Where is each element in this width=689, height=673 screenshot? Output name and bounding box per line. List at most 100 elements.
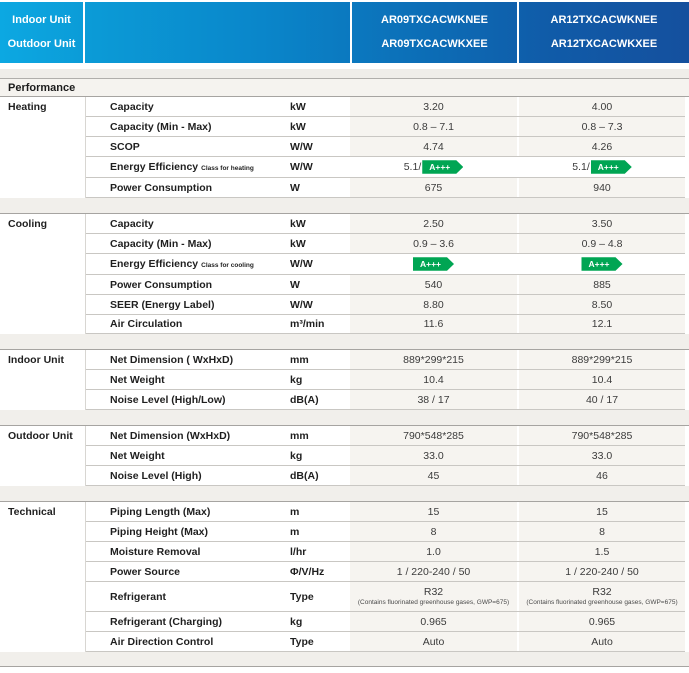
header-divider [517,2,519,63]
row-unit: W/W [290,157,350,178]
row-right-margin [685,157,689,178]
row-right-margin [685,315,689,334]
unit-type-column: Indoor Unit Outdoor Unit [0,2,83,63]
value-cell: 889*299*215 [350,350,517,370]
table-bottom-border [0,666,689,667]
row-label: Energy Efficiency Class for heating [86,157,290,178]
value-cell: 0.965 [519,612,685,632]
row-right-margin [685,582,689,612]
value-cell: 10.4 [350,370,517,390]
value-cell: 46 [519,466,685,486]
column-divider [517,350,519,370]
row-unit: mm [290,350,350,370]
row-label: Capacity [86,214,290,234]
column-divider [517,582,519,612]
column-divider [517,542,519,562]
value-cell: 3.50 [519,214,685,234]
value-cell: 5.1/A+++ [350,157,517,178]
row-label: Capacity (Min - Max) [86,117,290,137]
section-category-label: Cooling [0,214,86,334]
value-cell: 2.50 [350,214,517,234]
row-label: Refrigerant [86,582,290,612]
row-unit: Φ/V/Hz [290,562,350,582]
value-cell: 940 [519,178,685,198]
column-divider [517,466,519,486]
energy-label-badge: A+++ [591,160,632,174]
row-label: Noise Level (High/Low) [86,390,290,410]
value-cell: 15 [519,502,685,522]
model-name: AR09TXCACWKXEE [381,38,488,51]
section-gap-band [0,410,689,425]
outdoor-unit-label: Outdoor Unit [7,38,76,51]
section-gap-band [0,334,689,349]
value-cell: 4.74 [350,137,517,157]
row-right-margin [685,612,689,632]
column-divider [517,390,519,410]
value-cell: Auto [519,632,685,652]
energy-label-badge: A+++ [581,257,622,271]
model-name: AR12TXCACWKNEE [550,13,658,26]
row-label: Net Dimension ( WxHxD) [86,350,290,370]
value-cell: 33.0 [519,446,685,466]
indoor-unit-label: Indoor Unit [12,13,71,26]
row-unit: W/W [290,137,350,157]
row-right-margin [685,214,689,234]
row-unit: dB(A) [290,466,350,486]
value-cell: 0.9 – 3.6 [350,234,517,254]
column-divider [517,522,519,542]
value-cell: 4.26 [519,137,685,157]
column-divider [517,612,519,632]
spec-section: Cooling Capacity kW 2.50 3.50 Capacity (Min -… [0,213,689,334]
row-unit: kW [290,214,350,234]
value-cell: 790*548*285 [350,426,517,446]
row-label: Noise Level (High) [86,466,290,486]
row-right-margin [685,466,689,486]
value-cell: 1.5 [519,542,685,562]
row-unit: mm [290,426,350,446]
section-gap-band [0,486,689,501]
column-divider [517,295,519,315]
spec-section: Indoor Unit Net Dimension ( WxHxD) mm 889*2… [0,349,689,410]
spec-table: Heating Capacity kW 3.20 4.00 Capacity (Min -… [0,97,689,666]
row-unit: W [290,178,350,198]
spec-section: Outdoor Unit Net Dimension (WxHxD) mm 790*5… [0,425,689,486]
model-name: AR09TXCACWKNEE [381,13,488,26]
column-divider [517,254,519,275]
column-divider [517,315,519,334]
row-unit: kg [290,612,350,632]
value-cell: 45 [350,466,517,486]
value-cell: 8 [350,522,517,542]
value-cell: 0.8 – 7.1 [350,117,517,137]
value-cell: 8.80 [350,295,517,315]
row-label: Capacity (Min - Max) [86,234,290,254]
value-cell: 0.965 [350,612,517,632]
row-right-margin [685,632,689,652]
value-cell: 8.50 [519,295,685,315]
row-label: Air Direction Control [86,632,290,652]
value-cell: 5.1/A+++ [519,157,685,178]
value-cell: A+++ [519,254,685,275]
model-name: AR12TXCACWKXEE [550,38,658,51]
value-cell: 885 [519,275,685,295]
model-column-ar12: AR12TXCACWKNEE AR12TXCACWKXEE [519,2,689,63]
row-label: Net Weight [86,446,290,466]
row-label: SEER (Energy Label) [86,295,290,315]
column-divider [517,370,519,390]
value-cell: 790*548*285 [519,426,685,446]
row-right-margin [685,426,689,446]
row-right-margin [685,542,689,562]
row-right-margin [685,97,689,117]
value-cell: 1 / 220-240 / 50 [519,562,685,582]
row-unit: W/W [290,295,350,315]
model-header: Indoor Unit Outdoor Unit AR09TXCACWKNEE … [0,2,689,63]
row-right-margin [685,562,689,582]
spec-section: Technical Piping Length (Max) m 15 15 Piping … [0,501,689,652]
row-unit: m [290,502,350,522]
table-title: Performance [0,78,689,97]
value-cell: 10.4 [519,370,685,390]
value-cell: 11.6 [350,315,517,334]
value-cell: 1.0 [350,542,517,562]
row-label: Refrigerant (Charging) [86,612,290,632]
row-unit: W [290,275,350,295]
row-label: Power Source [86,562,290,582]
